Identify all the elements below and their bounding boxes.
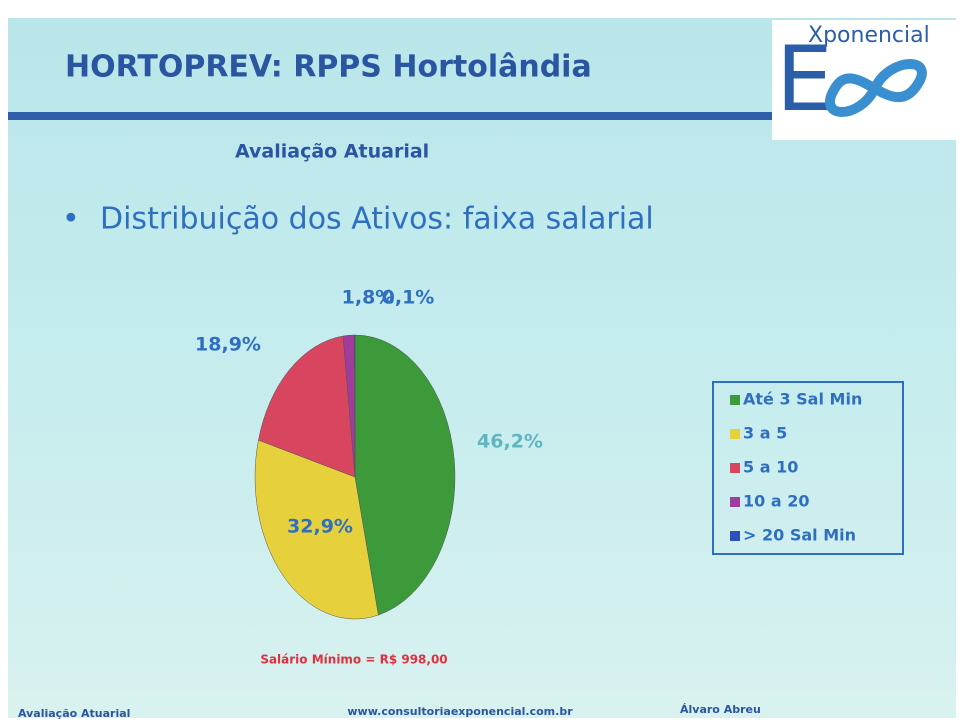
data-label: 0,1% [382,287,435,309]
legend-label: 5 a 10 [743,458,798,477]
pie-slice [254,439,379,620]
legend-swatch [730,531,740,541]
note: Salário Mínimo = R$ 998,00 [260,653,447,667]
footer-center: www.consultoriaexponencial.com.br [347,705,573,718]
footer-left: Avaliação Atuarial [18,707,130,720]
legend-swatch [730,395,740,405]
logo-infinity [825,59,927,117]
legend-swatch [730,497,740,507]
title: HORTOPREV: RPPS Hortolândia [65,50,592,85]
pie-slice [354,334,356,478]
pie-slice [354,334,456,616]
data-label: 32,9% [287,516,353,538]
legend-box [712,381,904,555]
legend-label: Até 3 Sal Min [743,390,862,409]
data-label: 46,2% [477,431,543,453]
bullet-dot: • [62,202,80,237]
data-label: 1,8% [342,287,395,309]
data-label: 18,9% [195,334,261,356]
subtitle: Avaliação Atuarial [235,141,429,163]
legend-label: 3 a 5 [743,424,787,443]
logo-text: Xponencial [808,23,930,48]
footer-right: Álvaro Abreu [680,703,761,716]
legend-label: 10 a 20 [743,492,809,511]
logo-letter: E [776,27,833,132]
legend-swatch [730,429,740,439]
pie-slice [258,335,356,478]
bullet: Distribuição dos Ativos: faixa salarial [100,202,654,237]
header-bar [8,112,778,120]
legend-swatch [730,463,740,473]
legend-label: > 20 Sal Min [743,526,856,545]
